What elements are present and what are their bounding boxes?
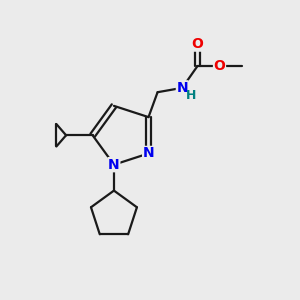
Text: N: N	[176, 81, 188, 95]
Text: O: O	[214, 59, 225, 73]
Text: N: N	[108, 158, 120, 172]
Text: O: O	[191, 37, 203, 51]
Text: H: H	[186, 89, 196, 102]
Text: N: N	[143, 146, 154, 161]
